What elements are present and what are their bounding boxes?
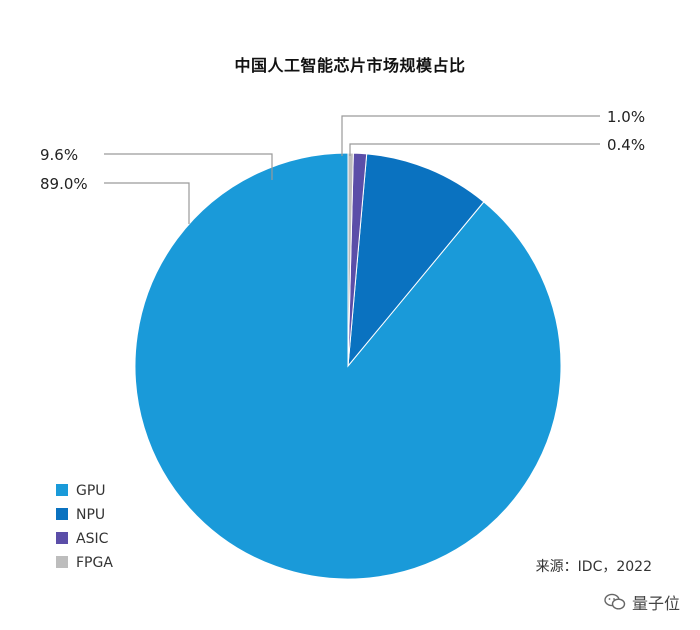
legend-label-fpga: FPGA	[76, 555, 113, 571]
wechat-icon	[604, 593, 626, 610]
leader-lines	[104, 115, 600, 224]
pie-slice-fpga	[347, 152, 354, 367]
leader-line-gpu	[104, 182, 190, 224]
data-label-gpu: 89.0%	[40, 175, 88, 193]
legend-swatch-npu	[56, 508, 68, 520]
watermark: 量子位	[604, 590, 680, 614]
data-label-asic: 1.0%	[607, 108, 645, 126]
legend-swatch-gpu	[56, 484, 68, 496]
source-note: 来源：IDC，2022	[535, 559, 652, 575]
pie-slice-npu	[347, 153, 485, 368]
legend-swatch-fpga	[56, 556, 68, 568]
legend: GPU NPU ASIC FPGA	[56, 483, 113, 571]
data-labels: 89.0% 9.6% 1.0% 0.4%	[40, 108, 645, 193]
data-label-fpga: 0.4%	[607, 136, 645, 154]
legend-swatch-asic	[56, 532, 68, 544]
leader-line-fpga	[349, 143, 600, 156]
data-label-npu: 9.6%	[40, 146, 78, 164]
chart-title: 中国人工智能芯片市场规模占比	[234, 56, 466, 75]
leader-line-npu	[104, 153, 273, 180]
legend-label-asic: ASIC	[76, 531, 109, 547]
legend-label-npu: NPU	[76, 507, 105, 523]
watermark-text: 量子位	[631, 594, 680, 613]
pie-slices	[134, 152, 562, 580]
leader-line-asic	[341, 115, 600, 156]
legend-label-gpu: GPU	[76, 483, 106, 499]
